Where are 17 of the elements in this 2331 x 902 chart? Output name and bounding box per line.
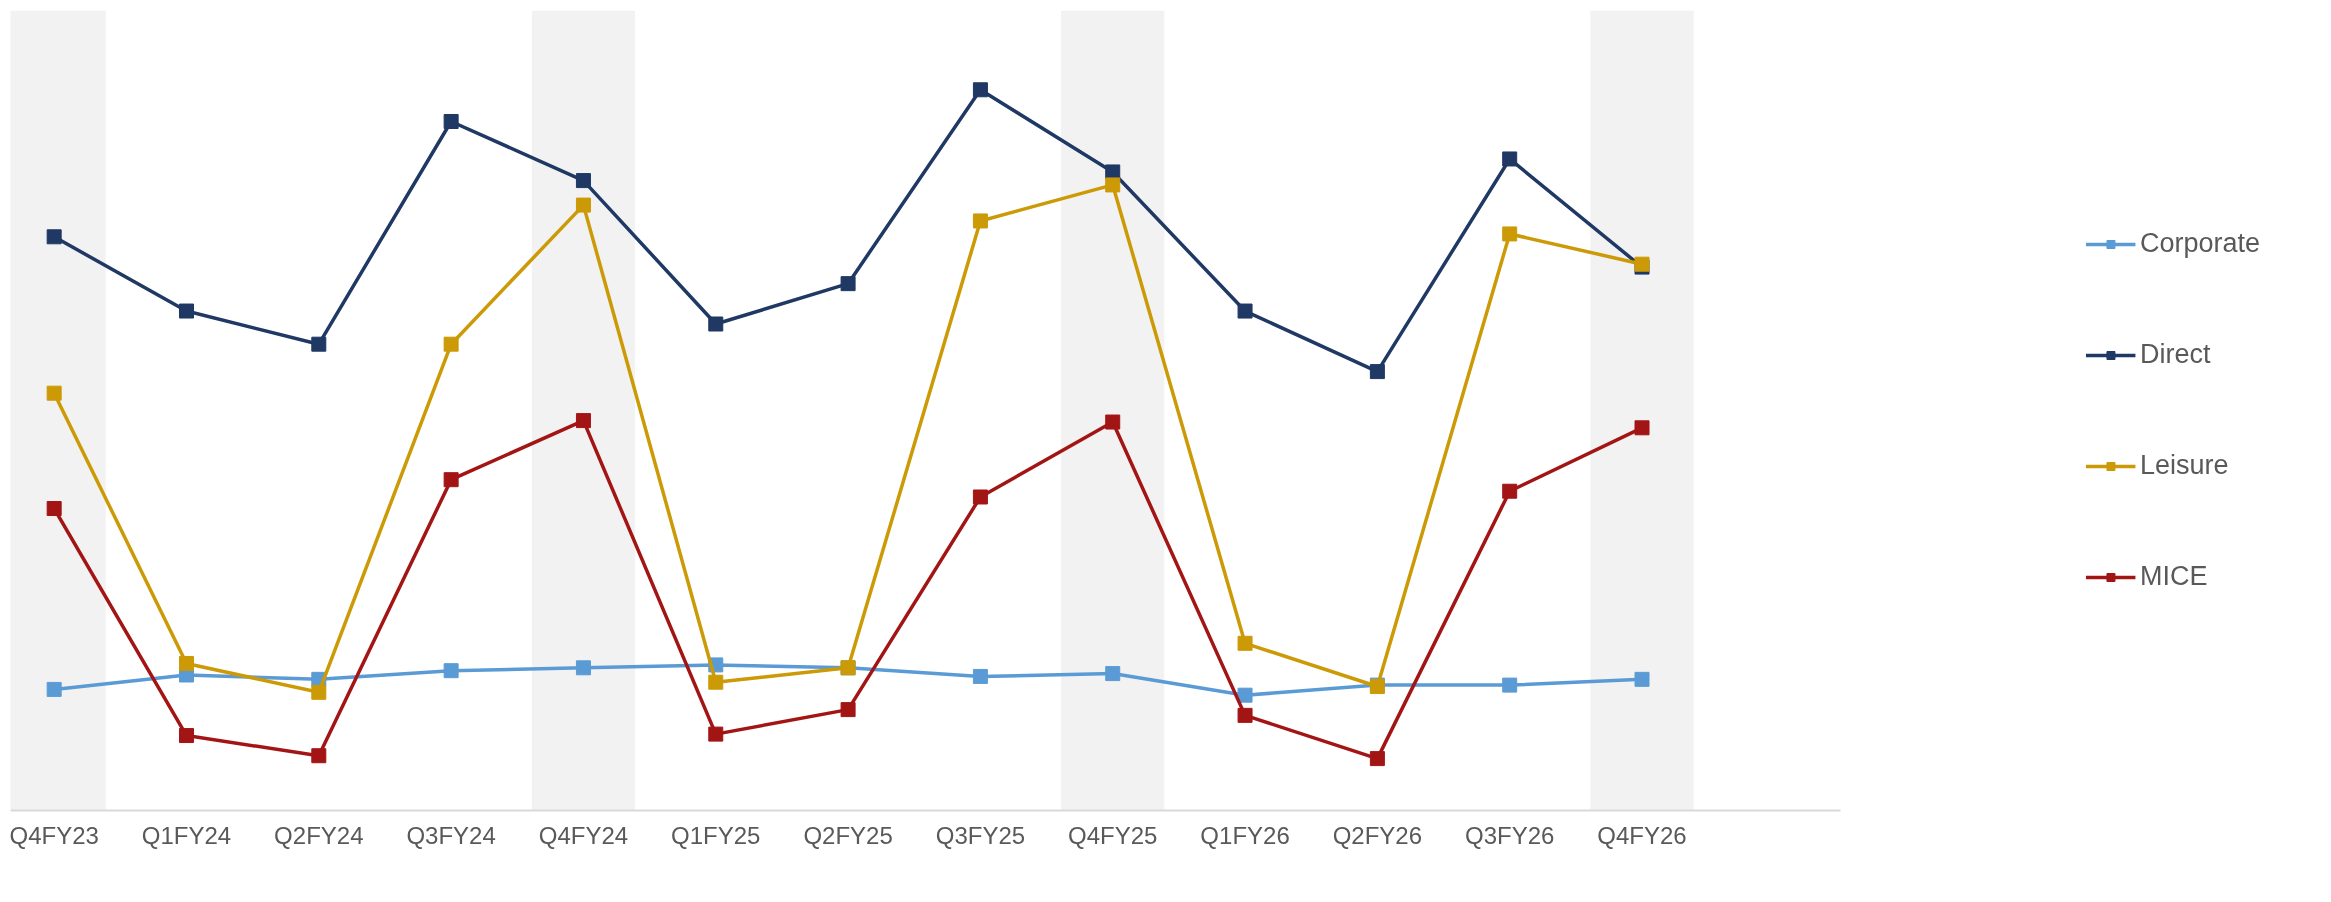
legend-label: Direct (2139, 339, 2211, 370)
x-tick-label: Q1FY26 (1200, 821, 1290, 849)
legend-label: Corporate (2139, 228, 2261, 259)
x-tick-label: Q4FY24 (538, 821, 629, 849)
x-tick-label: Q2FY24 (274, 821, 364, 849)
x-tick-label: Q4FY25 (1068, 821, 1158, 849)
x-tick-label: Q2FY25 (803, 821, 893, 849)
x-tick-label: Q2FY26 (1332, 821, 1423, 849)
x-tick-label: Q3FY26 (1465, 821, 1555, 849)
x-tick-label: Q3FY24 (406, 821, 496, 849)
x-tick-label: Q3FY25 (935, 821, 1026, 849)
x-tick-label: Q1FY24 (141, 821, 232, 849)
x-tick-label: Q1FY25 (671, 821, 761, 849)
x-tick-label: Q4FY26 (1597, 821, 1687, 849)
x-tick-label: Q4FY23 (9, 821, 99, 849)
legend-label: MICE (2139, 561, 2208, 592)
legend-label: Leisure (2139, 450, 2229, 481)
